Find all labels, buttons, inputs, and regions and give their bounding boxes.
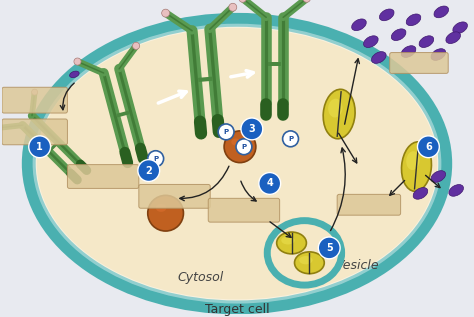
Ellipse shape (29, 20, 445, 307)
Ellipse shape (364, 36, 378, 48)
Text: Cytosol: Cytosol (177, 271, 223, 284)
Ellipse shape (431, 49, 446, 60)
Text: P: P (153, 156, 158, 162)
Circle shape (133, 42, 140, 49)
Ellipse shape (328, 99, 343, 118)
Circle shape (303, 0, 310, 2)
Circle shape (283, 131, 299, 147)
Ellipse shape (299, 256, 312, 264)
Circle shape (32, 89, 37, 95)
Text: Vesicle: Vesicle (335, 259, 379, 272)
Ellipse shape (406, 14, 421, 26)
Circle shape (239, 0, 246, 2)
Circle shape (229, 3, 237, 11)
Circle shape (241, 118, 263, 140)
Ellipse shape (449, 184, 464, 196)
Ellipse shape (372, 52, 386, 63)
Text: P: P (241, 144, 246, 150)
Text: 2: 2 (146, 165, 152, 176)
Text: 6: 6 (425, 142, 432, 152)
Circle shape (74, 58, 81, 65)
Ellipse shape (434, 6, 448, 18)
Text: 3: 3 (248, 124, 255, 134)
Circle shape (418, 136, 439, 158)
Circle shape (29, 136, 51, 158)
FancyBboxPatch shape (337, 194, 401, 215)
Circle shape (218, 124, 234, 140)
Text: Target cell: Target cell (205, 303, 269, 316)
Circle shape (236, 139, 252, 155)
FancyBboxPatch shape (67, 165, 139, 188)
Ellipse shape (379, 9, 394, 21)
Ellipse shape (446, 32, 460, 43)
FancyBboxPatch shape (390, 53, 448, 73)
Ellipse shape (453, 22, 467, 34)
Text: 4: 4 (266, 178, 273, 188)
Ellipse shape (277, 232, 306, 254)
Circle shape (0, 125, 2, 131)
Ellipse shape (392, 29, 406, 41)
Text: 1: 1 (36, 142, 43, 152)
Ellipse shape (231, 139, 241, 146)
Ellipse shape (401, 142, 431, 191)
Circle shape (224, 131, 256, 163)
FancyBboxPatch shape (139, 184, 210, 208)
Circle shape (148, 195, 183, 231)
Ellipse shape (413, 188, 428, 199)
Text: P: P (224, 129, 228, 135)
Circle shape (319, 237, 340, 259)
Circle shape (162, 9, 170, 17)
Ellipse shape (281, 236, 295, 244)
Text: 5: 5 (326, 243, 333, 253)
Ellipse shape (323, 89, 355, 139)
FancyBboxPatch shape (2, 87, 67, 113)
Ellipse shape (406, 151, 419, 170)
FancyBboxPatch shape (208, 198, 280, 222)
Ellipse shape (294, 252, 324, 274)
Circle shape (148, 151, 164, 167)
Text: P: P (288, 136, 293, 142)
Circle shape (138, 160, 160, 181)
Circle shape (259, 172, 281, 194)
Ellipse shape (431, 171, 446, 182)
Ellipse shape (156, 204, 166, 212)
Ellipse shape (70, 71, 79, 78)
Ellipse shape (419, 36, 434, 48)
FancyBboxPatch shape (2, 119, 67, 145)
Ellipse shape (352, 19, 366, 31)
Ellipse shape (401, 46, 416, 57)
